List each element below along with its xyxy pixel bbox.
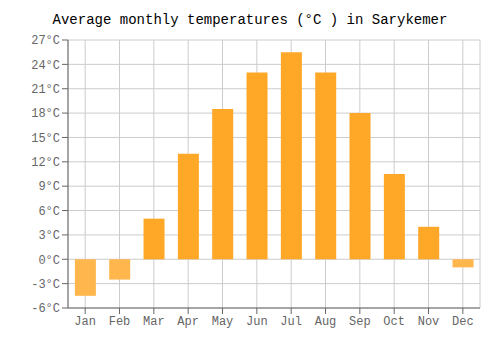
- svg-text:Jun: Jun: [246, 315, 268, 329]
- svg-text:Mar: Mar: [143, 315, 165, 329]
- svg-text:Aug: Aug: [315, 315, 337, 329]
- html-text:Average monthly temperatures (: Average monthly temperatures (°C ) in Sa…: [52, 12, 448, 28]
- svg-text:0°C: 0°C: [38, 254, 60, 268]
- svg-text:Dec: Dec: [452, 315, 474, 329]
- svg-text:Feb: Feb: [109, 315, 131, 329]
- svg-text:24°C: 24°C: [31, 59, 60, 73]
- svg-text:27°C: 27°C: [31, 34, 60, 48]
- svg-text:Nov: Nov: [418, 315, 440, 329]
- svg-text:Sep: Sep: [349, 315, 371, 329]
- svg-text:Jan: Jan: [74, 315, 96, 329]
- svg-text:-6°C: -6°C: [31, 302, 60, 316]
- svg-text:3°C: 3°C: [38, 229, 60, 243]
- svg-text:15°C: 15°C: [31, 132, 60, 146]
- svg-text:18°C: 18°C: [31, 107, 60, 121]
- svg-text:6°C: 6°C: [38, 205, 60, 219]
- svg-text:9°C: 9°C: [38, 180, 60, 194]
- svg-text:-3°C: -3°C: [31, 278, 60, 292]
- svg-text:21°C: 21°C: [31, 83, 60, 97]
- svg-text:Oct: Oct: [383, 315, 405, 329]
- svg-text:May: May: [212, 315, 234, 329]
- svg-text:Jul: Jul: [280, 315, 302, 329]
- svg-text:12°C: 12°C: [31, 156, 60, 170]
- svg-text:Apr: Apr: [177, 315, 199, 329]
